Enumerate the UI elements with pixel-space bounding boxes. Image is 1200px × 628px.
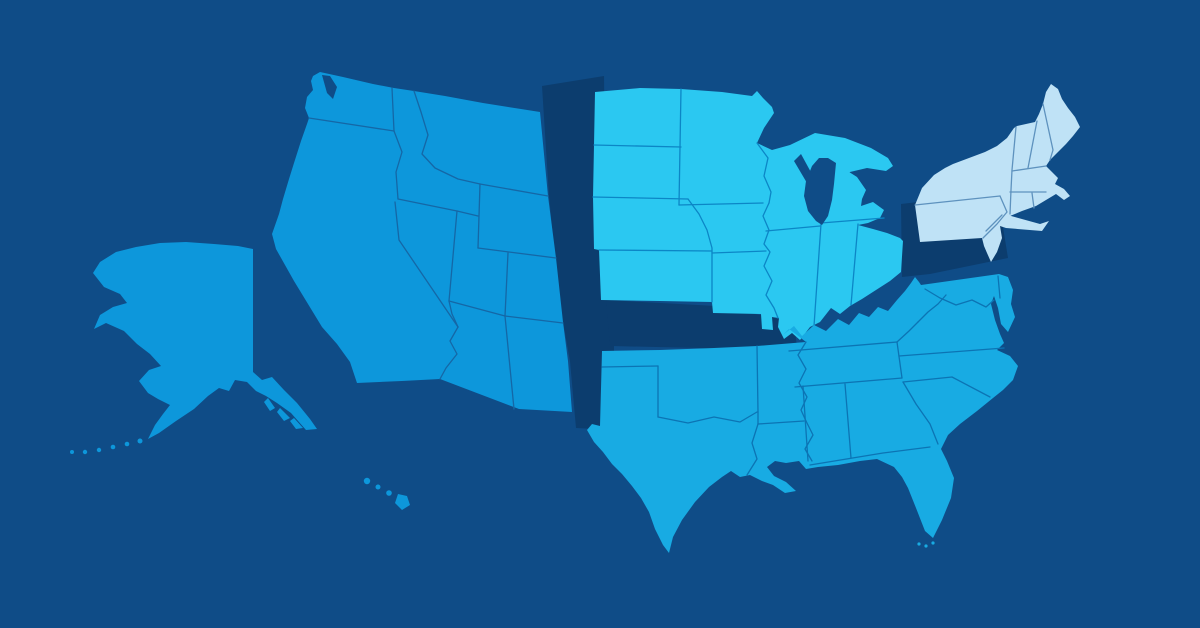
alaska-panhandle-islands <box>264 398 303 429</box>
shadow-gap-horizontal <box>606 300 798 356</box>
region-south <box>587 274 1018 553</box>
state-borders-northeast <box>914 103 1054 239</box>
green-bay <box>794 154 813 183</box>
water-overlays <box>322 75 836 225</box>
west-mainland-shape <box>272 72 572 412</box>
state-borders-west <box>308 87 564 410</box>
florida-keys <box>917 541 935 548</box>
alaska-shape <box>93 242 317 439</box>
state-borders-midwest <box>592 88 885 327</box>
northeast-shape <box>915 84 1080 262</box>
aleutian-islands <box>70 438 143 455</box>
puget-sound <box>322 75 337 99</box>
state-borders-south <box>601 275 1005 476</box>
region-west <box>70 72 572 510</box>
region-midwest <box>592 88 903 340</box>
midwest-shape <box>593 88 903 340</box>
region-northeast <box>914 84 1080 262</box>
hawaii-islands <box>363 477 410 510</box>
hawaii-big-island <box>395 494 410 510</box>
